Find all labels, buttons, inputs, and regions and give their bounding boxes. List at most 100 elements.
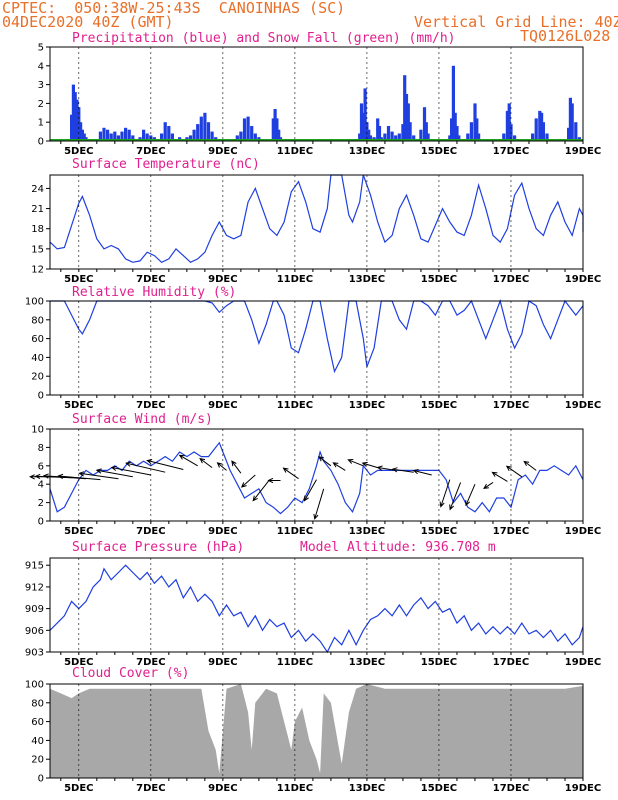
precip-bar-84 xyxy=(457,135,461,141)
humidity-title: Relative Humidity (%) xyxy=(72,285,236,300)
pressure-ytick-label-0: 903 xyxy=(25,648,44,659)
cloud-xtick-label-1: 7DEC xyxy=(136,783,165,794)
precip-xtick-label-3: 11DEC xyxy=(277,146,313,157)
precip-bar-43 xyxy=(242,118,247,141)
wind-xtick-label-1: 7DEC xyxy=(136,526,165,537)
wind-xtick-label-2: 9DEC xyxy=(208,526,237,537)
precip-bar-82 xyxy=(453,112,457,141)
precip-ytick-label-5: 5 xyxy=(38,43,44,54)
wind-arrow-16 xyxy=(282,467,299,480)
temperature-ytick-label-0: 12 xyxy=(31,265,44,276)
pressure-ytick-label-2: 909 xyxy=(25,604,44,615)
cloud-xtick-label-0: 5DEC xyxy=(64,783,93,794)
wind-title: Surface Wind (m/s) xyxy=(72,412,213,427)
temperature-ytick-label-1: 15 xyxy=(31,244,44,255)
cloud-xtick-label-7: 19DEC xyxy=(565,783,601,794)
wind-xtick-label-5: 15DEC xyxy=(421,526,457,537)
cloud-ytick-label-2: 40 xyxy=(31,736,44,747)
precip-bar-46 xyxy=(253,133,257,141)
precip-bar-67 xyxy=(394,135,398,141)
pressure-xtick-label-3: 11DEC xyxy=(277,657,313,668)
precip-bar-79 xyxy=(448,135,452,141)
humidity-xtick-label-2: 9DEC xyxy=(208,400,237,411)
pressure-frame xyxy=(49,557,584,653)
wind-arrow-27 xyxy=(449,482,462,511)
precip-bar-51 xyxy=(277,129,281,141)
wind-arrow-3 xyxy=(57,473,101,481)
precip-bar-17 xyxy=(124,127,128,141)
wind-arrow-15 xyxy=(267,477,281,484)
precip-bar-81 xyxy=(451,65,455,141)
humidity-frame xyxy=(49,300,584,396)
pressure-line xyxy=(49,564,584,654)
precip-bar-55 xyxy=(361,112,365,141)
humidity-line xyxy=(50,299,584,374)
precip-bar-73 xyxy=(408,122,412,141)
temperature-title: Surface Temperature (nC) xyxy=(72,157,260,172)
precip-ytick-label-4: 4 xyxy=(38,61,44,72)
wind-arrow-19 xyxy=(317,456,332,467)
wind-arrow-30 xyxy=(491,471,508,482)
precip-bar-1 xyxy=(71,84,75,141)
wind-arrow-5 xyxy=(95,468,133,478)
wind-ytick-label-2: 4 xyxy=(38,480,44,491)
precip-bar-66 xyxy=(390,131,394,141)
humidity-ytick-label-4: 80 xyxy=(31,315,44,326)
precip-bar-26 xyxy=(163,122,167,141)
precip-bar-92 xyxy=(507,103,511,141)
wind-frame xyxy=(49,428,584,522)
precip-bar-62 xyxy=(377,126,382,141)
precip-bar-65 xyxy=(386,126,391,141)
humidity-xtick-label-1: 7DEC xyxy=(136,400,165,411)
precip-ytick-label-1: 1 xyxy=(38,118,44,129)
temperature-ytick-label-2: 18 xyxy=(31,224,44,235)
header-model: TQ0126L028 xyxy=(520,27,611,45)
wind-xtick-label-0: 5DEC xyxy=(64,526,93,537)
wind-xtick-label-7: 19DEC xyxy=(565,526,601,537)
precip-bar-22 xyxy=(145,133,149,141)
precip-bar-94 xyxy=(513,135,517,141)
precip-bar-37 xyxy=(210,131,214,141)
cloud-xtick-label-4: 13DEC xyxy=(349,783,385,794)
temperature-xtick-label-2: 9DEC xyxy=(208,274,237,285)
precip-bar-44 xyxy=(246,116,250,141)
cloud-xtick-label-6: 17DEC xyxy=(493,783,529,794)
humidity-xtick-label-0: 5DEC xyxy=(64,400,93,411)
precip-bar-102 xyxy=(568,97,572,141)
precip-bar-54 xyxy=(359,103,364,141)
wind-xtick-label-6: 17DEC xyxy=(493,526,529,537)
precip-bar-97 xyxy=(538,110,542,141)
cloud-xtick-label-5: 15DEC xyxy=(421,783,457,794)
precip-bar-32 xyxy=(192,129,196,141)
temperature-xtick-label-3: 11DEC xyxy=(277,274,313,285)
temperature-ytick-label-3: 21 xyxy=(31,204,44,215)
pressure-xtick-label-0: 5DEC xyxy=(64,657,93,668)
header-station: CPTEC: 050:38W-25:43S CANOINHAS (SC) xyxy=(2,0,346,17)
precip-bar-72 xyxy=(406,103,410,141)
humidity-xtick-label-3: 11DEC xyxy=(277,400,313,411)
precip-bar-48 xyxy=(271,118,275,141)
precip-bar-71 xyxy=(404,94,409,141)
precip-bar-95 xyxy=(531,133,535,141)
precip-bar-15 xyxy=(116,135,120,141)
precip-xtick-label-5: 15DEC xyxy=(421,146,457,157)
temperature-frame xyxy=(49,174,584,270)
pressure-xtick-label-1: 7DEC xyxy=(136,657,165,668)
precip-bar-12 xyxy=(106,129,110,141)
cloud-ytick-label-4: 80 xyxy=(31,698,44,709)
pressure-ytick-label-4: 915 xyxy=(25,561,44,572)
humidity-ytick-label-3: 60 xyxy=(31,334,44,345)
precip-xtick-label-4: 13DEC xyxy=(349,146,385,157)
precip-bar-42 xyxy=(239,131,243,141)
precip-bar-53 xyxy=(358,133,362,141)
wind-arrow-22 xyxy=(361,461,378,469)
wind-arrow-10 xyxy=(199,457,213,468)
precip-bar-2 xyxy=(73,92,77,141)
precip-bar-6 xyxy=(80,129,84,141)
cloud-xtick-label-2: 9DEC xyxy=(208,783,237,794)
wind-arrow-32 xyxy=(523,460,537,471)
precip-bar-18 xyxy=(127,129,131,141)
wind-arrow-4 xyxy=(78,471,119,480)
pressure-xtick-label-4: 13DEC xyxy=(349,657,385,668)
pressure-xtick-label-5: 15DEC xyxy=(421,657,457,668)
